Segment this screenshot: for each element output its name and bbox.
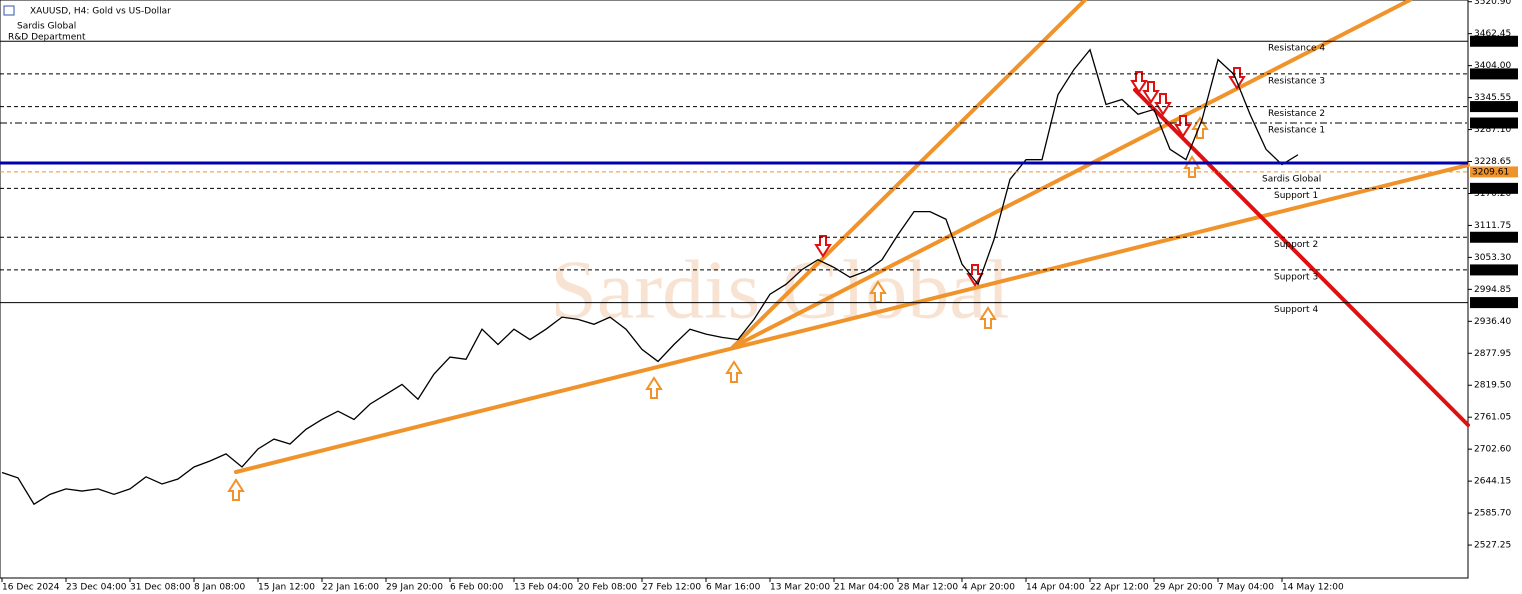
trendline	[731, 0, 1412, 349]
level-name: Support 1	[1274, 191, 1318, 201]
trendlines	[234, 0, 1470, 474]
level-name: Support 3	[1274, 272, 1318, 282]
y-tick-label: 3170.20	[1474, 189, 1511, 199]
level-label: 3030.39	[1472, 265, 1509, 275]
x-tick-label: 14 May 12:00	[1282, 583, 1344, 593]
y-tick-label: 2936.40	[1474, 317, 1511, 327]
company: Sardis Global	[17, 22, 76, 32]
level-label: 3090.13	[1472, 233, 1509, 243]
x-tick-label: 13 Feb 04:00	[514, 583, 573, 593]
level-label-box	[1470, 264, 1518, 276]
arrow	[966, 264, 984, 287]
arrow	[979, 306, 997, 329]
level-label-box	[1470, 297, 1518, 309]
y-tick-label: 2702.60	[1474, 445, 1511, 455]
level-name: Support 4	[1274, 305, 1318, 315]
arrows	[227, 67, 1246, 501]
level-label-box	[1470, 182, 1518, 194]
y-tick-label: 3404.00	[1474, 61, 1511, 71]
y-tick-label: 3287.10	[1474, 125, 1511, 135]
x-tick-label: 22 Jan 16:00	[322, 583, 379, 593]
level-label-box	[1470, 166, 1518, 178]
level-name: Support 2	[1274, 240, 1318, 250]
x-tick-label: 22 Apr 12:00	[1090, 583, 1149, 593]
x-tick-label: 6 Feb 00:00	[450, 583, 504, 593]
level-name: Resistance 1	[1268, 126, 1325, 136]
level-label: 3329.09	[1472, 102, 1509, 112]
level-label: 2970.65	[1472, 298, 1509, 308]
x-tick-label: 16 Dec 2024	[2, 583, 60, 593]
level-label: 3179.57	[1472, 184, 1509, 194]
x-tick-label: 7 May 04:00	[1218, 583, 1274, 593]
symbol-title: XAUUSD, H4: Gold vs US-Dollar	[30, 7, 171, 17]
y-tick-label: 3345.55	[1474, 93, 1511, 103]
x-tick-label: 27 Feb 12:00	[642, 583, 701, 593]
y-tick-label: 3462.45	[1474, 29, 1511, 39]
y-tick-label: 2994.85	[1474, 285, 1511, 295]
x-tick-label: 29 Apr 20:00	[1154, 583, 1213, 593]
x-tick-label: 8 Jan 08:00	[194, 583, 246, 593]
x-tick-label: 6 Mar 16:00	[706, 583, 761, 593]
level-label-box	[1470, 101, 1518, 113]
arrow	[645, 376, 663, 399]
x-tick-label: 28 Mar 12:00	[898, 583, 958, 593]
trendline	[1133, 88, 1470, 427]
arrow	[1228, 67, 1246, 90]
y-tick-label: 3053.30	[1474, 253, 1511, 263]
x-tick-label: 29 Jan 20:00	[386, 583, 443, 593]
x-tick-label: 13 Mar 20:00	[770, 583, 830, 593]
y-tick-label: 2761.05	[1474, 413, 1511, 423]
price-line	[1, 48, 1299, 506]
x-tick-label: 4 Apr 20:00	[962, 583, 1015, 593]
arrow	[725, 360, 743, 383]
y-tick-label: 2527.25	[1474, 541, 1511, 551]
level-name: Sardis Global	[1262, 174, 1321, 184]
y-tick-label: 2644.15	[1474, 477, 1511, 487]
chart-icon	[3, 5, 15, 16]
arrow	[227, 478, 245, 501]
x-tick-label: 15 Jan 12:00	[258, 583, 315, 593]
level-name: Resistance 2	[1268, 109, 1325, 119]
level-label: 3448.57	[1472, 37, 1509, 47]
y-tick-label: 3520.90	[1474, 0, 1511, 7]
x-tick-label: 20 Feb 08:00	[578, 583, 637, 593]
arrow	[1142, 81, 1160, 104]
y-tick-label: 2877.95	[1474, 349, 1511, 359]
department: R&D Department	[8, 33, 86, 43]
level-label: 3209.61	[1472, 167, 1509, 177]
arrow	[1154, 93, 1172, 116]
y-tick-label: 2819.50	[1474, 381, 1511, 391]
level-name: Resistance 3	[1268, 76, 1325, 86]
trendline	[731, 0, 1087, 349]
x-tick-label: 23 Dec 04:00	[66, 583, 127, 593]
arrow	[1174, 115, 1192, 138]
level-label: 3299.05	[1472, 119, 1509, 129]
level-label: 3388.83	[1472, 69, 1509, 79]
x-tick-label: 14 Apr 04:00	[1026, 583, 1085, 593]
x-tick-label: 21 Mar 04:00	[834, 583, 894, 593]
y-tick-label: 3111.75	[1474, 221, 1511, 231]
level-label-box	[1470, 35, 1518, 47]
x-tick-label: 31 Dec 08:00	[130, 583, 191, 593]
y-tick-label: 2585.70	[1474, 509, 1511, 519]
level-name: Resistance 4	[1268, 44, 1325, 54]
arrow	[869, 280, 887, 303]
y-tick-label: 3228.65	[1474, 157, 1511, 167]
level-label-box	[1470, 68, 1518, 80]
level-label-box	[1470, 231, 1518, 243]
level-label-box	[1470, 117, 1518, 129]
